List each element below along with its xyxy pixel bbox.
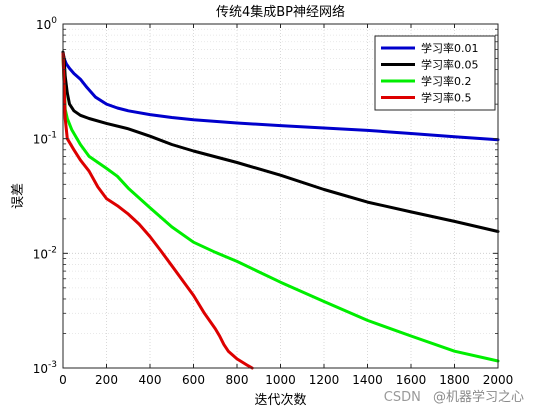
- watermark-author: @机器学习之心: [432, 390, 524, 405]
- x-tick-label: 2000: [483, 373, 514, 387]
- x-tick-label: 1800: [439, 373, 470, 387]
- x-tick-label: 800: [226, 373, 249, 387]
- x-tick-label: 1200: [309, 373, 340, 387]
- watermark: CSDN @机器学习之心: [384, 386, 524, 405]
- legend-label: 学习率0.2: [421, 74, 472, 88]
- x-axis-label: 迭代次数: [254, 392, 306, 408]
- x-tick-label: 400: [139, 373, 162, 387]
- legend-label: 学习率0.05: [421, 58, 479, 72]
- x-tick-label: 1400: [352, 373, 383, 387]
- watermark-site: CSDN: [383, 390, 421, 405]
- y-tick-label: 10-2: [33, 245, 57, 261]
- series-line: [61, 55, 500, 363]
- y-axis-label: 误差: [11, 183, 26, 209]
- series-line: [61, 52, 254, 370]
- legend-label: 学习率0.01: [421, 41, 479, 55]
- x-tick-label: 1000: [265, 373, 296, 387]
- y-tick-label: 100: [36, 16, 57, 32]
- series-line: [61, 50, 500, 233]
- series-line: [61, 51, 500, 142]
- y-tick-label: 10-1: [33, 131, 57, 147]
- x-tick-label: 0: [59, 373, 67, 387]
- y-tick-label: 10-3: [33, 360, 57, 376]
- x-tick-label: 600: [182, 373, 205, 387]
- x-tick-label: 1600: [396, 373, 427, 387]
- chart-title: 传统4集成BP神经网络: [216, 4, 345, 20]
- x-tick-label: 200: [95, 373, 118, 387]
- legend-label: 学习率0.5: [421, 91, 472, 105]
- legend: 学习率0.01 学习率0.05 学习率0.2 学习率0.5: [374, 35, 496, 111]
